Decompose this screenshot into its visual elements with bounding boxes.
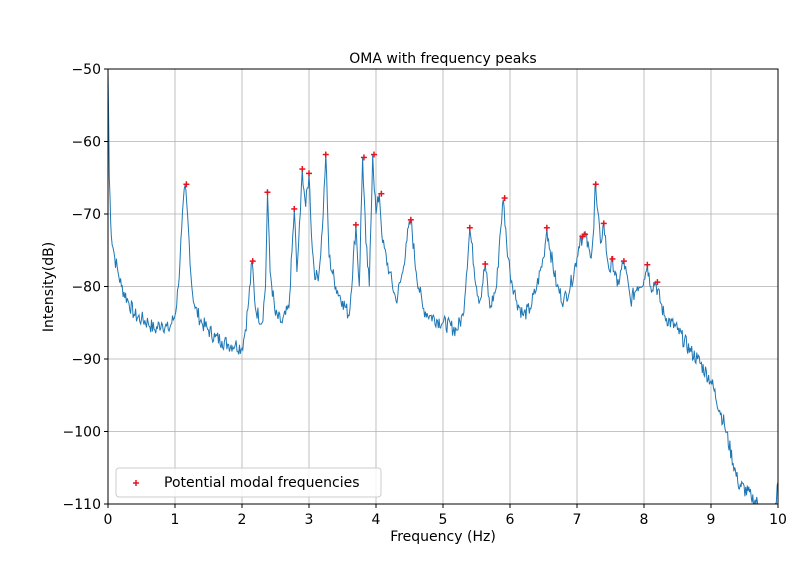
peak-marker	[264, 189, 271, 196]
peak-marker	[482, 261, 489, 268]
peak-marker	[249, 258, 256, 265]
legend-marker-icon	[133, 480, 139, 486]
y-tick-label: −90	[71, 352, 101, 368]
y-tick-label: −50	[71, 62, 101, 78]
y-tick-label: −80	[71, 280, 101, 296]
peak-marker	[644, 261, 651, 268]
x-tick-label: 1	[171, 512, 180, 528]
plot-area	[108, 69, 778, 504]
peak-marker	[407, 216, 414, 223]
y-tick-label: −70	[71, 207, 101, 223]
x-tick-label: 10	[769, 512, 787, 528]
x-axis: 0 1 2 3 4 5 6 7 8 9 10	[104, 504, 787, 528]
x-tick-label: 5	[439, 512, 448, 528]
y-axis: −110 −100 −90 −80 −70 −60 −50	[63, 62, 108, 513]
peak-marker	[609, 255, 616, 262]
x-tick-label: 9	[707, 512, 716, 528]
y-tick-label: −110	[63, 497, 101, 513]
peak-marker	[322, 151, 329, 158]
peak-marker	[582, 231, 589, 238]
x-tick-label: 3	[305, 512, 314, 528]
peak-marker	[352, 221, 359, 228]
x-tick-label: 2	[238, 512, 247, 528]
peak-marker	[600, 220, 607, 227]
x-tick-label: 8	[640, 512, 649, 528]
x-tick-label: 6	[506, 512, 515, 528]
peak-marker	[370, 151, 377, 158]
y-tick-label: −100	[63, 425, 101, 441]
peak-marker	[592, 181, 599, 188]
x-tick-label: 7	[573, 512, 582, 528]
peak-marker	[654, 279, 661, 286]
chart-title: OMA with frequency peaks	[349, 51, 536, 67]
peak-marker	[620, 258, 627, 265]
x-axis-label: Frequency (Hz)	[390, 529, 496, 545]
x-tick-label: 0	[104, 512, 113, 528]
x-tick-label: 4	[372, 512, 381, 528]
spectrum-line	[108, 69, 778, 504]
y-tick-label: −60	[71, 135, 101, 151]
legend: Potential modal frequencies	[115, 467, 382, 498]
peak-markers	[183, 151, 661, 286]
legend-entry-label: Potential modal frequencies	[164, 475, 360, 491]
peak-marker	[306, 170, 312, 177]
peak-marker	[299, 166, 306, 173]
legend-box	[115, 467, 382, 498]
peak-marker	[378, 190, 385, 197]
peak-marker	[360, 154, 367, 161]
peak-marker	[466, 224, 473, 231]
peak-marker	[183, 181, 190, 188]
peak-marker	[291, 205, 298, 212]
y-axis-label: Intensity(dB)	[41, 242, 57, 332]
peak-marker	[501, 195, 508, 202]
peak-marker	[543, 224, 550, 231]
